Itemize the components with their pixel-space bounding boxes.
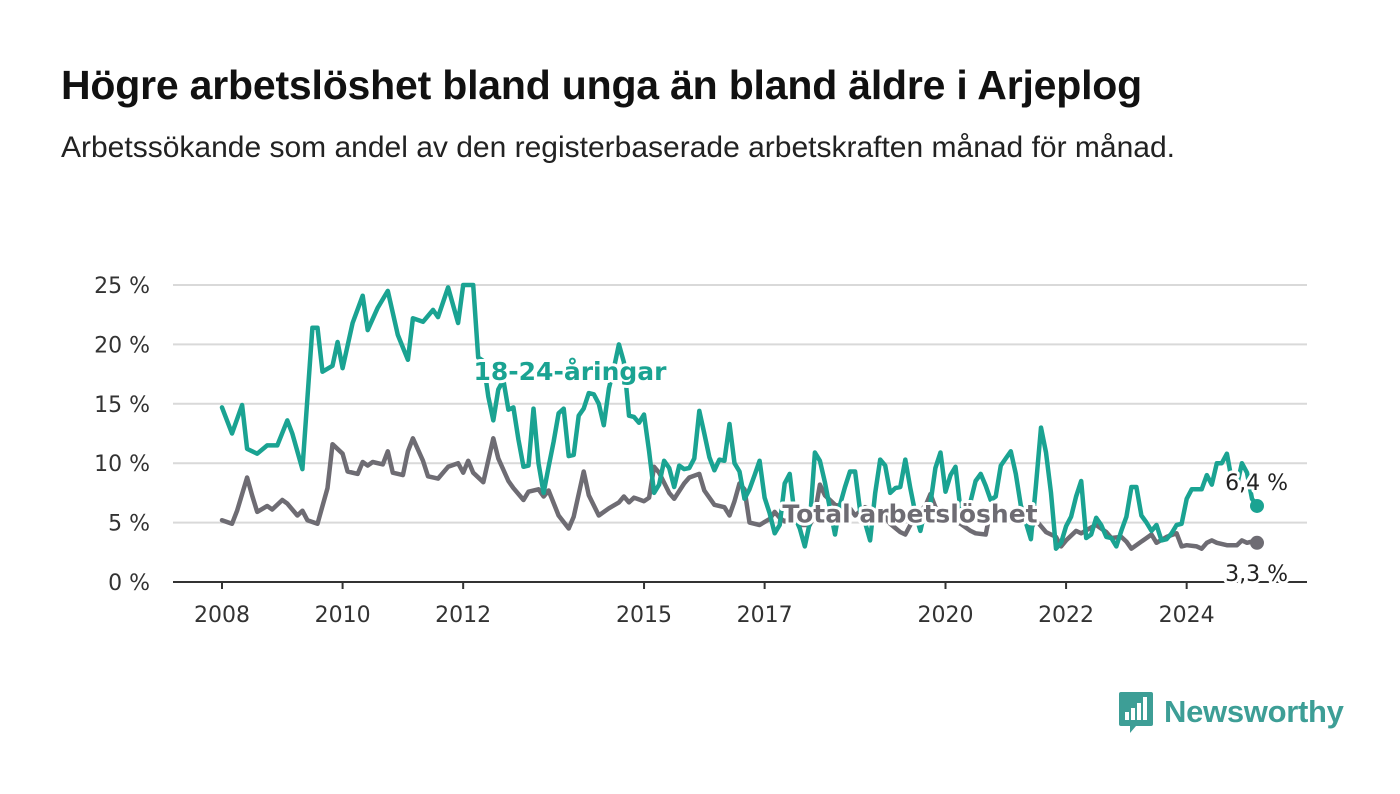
x-tick-label: 2012 bbox=[435, 603, 491, 628]
end-label-total: 3,3 % bbox=[1225, 562, 1288, 587]
y-tick-label: 25 % bbox=[94, 274, 150, 299]
chart-title: Högre arbetslöshet bland unga än bland ä… bbox=[61, 62, 1142, 108]
y-tick-label: 10 % bbox=[94, 452, 150, 477]
y-tick-label: 15 % bbox=[94, 393, 150, 418]
y-tick-label: 5 % bbox=[108, 512, 150, 537]
series-lines bbox=[219, 282, 1264, 551]
bar-chart-speech-bubble-icon bbox=[1119, 692, 1153, 733]
x-axis: 2008 2010 2012 2015 2017 2020 2022 2024 bbox=[173, 581, 1307, 628]
y-tick-label: 0 % bbox=[108, 571, 150, 596]
end-point-youth bbox=[1250, 498, 1264, 513]
series-labels: 18-24-åringar Total arbetslöshet 6,4 % 3,3 … bbox=[471, 354, 1292, 590]
y-axis-labels: 0 % 5 % 10 % 15 % 20 % 25 % bbox=[94, 274, 150, 596]
y-tick-label: 20 % bbox=[94, 333, 150, 358]
x-tick-label: 2024 bbox=[1159, 603, 1215, 628]
series-label-total: Total arbetslöshet bbox=[782, 500, 1037, 529]
x-tick-label: 2010 bbox=[315, 603, 371, 628]
series-line-total bbox=[219, 436, 1260, 551]
gridlines bbox=[173, 284, 1307, 524]
newsworthy-logo: Newsworthy bbox=[1118, 690, 1344, 734]
x-tick-label: 2022 bbox=[1038, 603, 1094, 628]
chart-subtitle: Arbetssökande som andel av den registerb… bbox=[61, 131, 1175, 164]
series-label-youth: 18-24-åringar bbox=[474, 357, 668, 386]
x-tick-label: 2015 bbox=[616, 603, 672, 628]
brand-name: Newsworthy bbox=[1164, 694, 1344, 729]
x-tick-label: 2017 bbox=[737, 603, 793, 628]
end-point-total bbox=[1250, 535, 1264, 550]
x-tick-label: 2020 bbox=[917, 603, 973, 628]
x-tick-label: 2008 bbox=[194, 603, 250, 628]
series-line-youth bbox=[219, 282, 1260, 551]
end-label-youth: 6,4 % bbox=[1225, 471, 1288, 496]
